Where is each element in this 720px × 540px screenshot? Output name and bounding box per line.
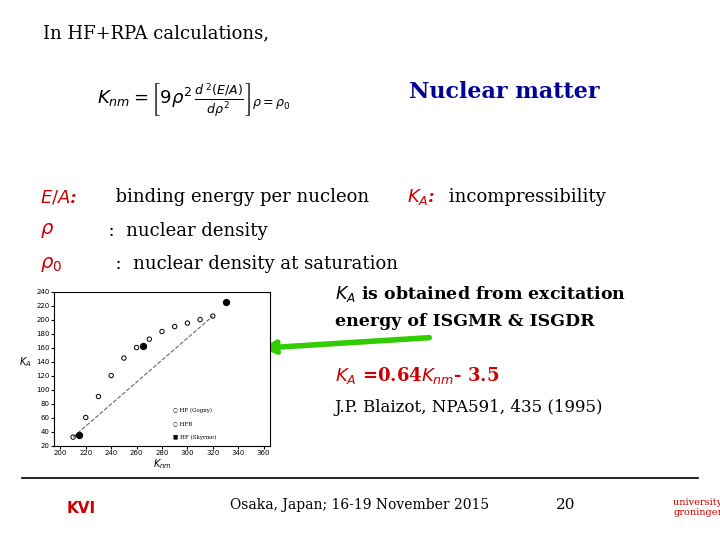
- Y-axis label: $K_A$: $K_A$: [19, 355, 32, 368]
- Text: $\rho$: $\rho$: [40, 221, 54, 240]
- Text: binding energy per nucleon: binding energy per nucleon: [104, 188, 369, 206]
- Text: $K_A$ is obtained from excitation: $K_A$ is obtained from excitation: [335, 284, 626, 305]
- Text: In HF+RPA calculations,: In HF+RPA calculations,: [43, 24, 269, 42]
- Text: $\rho_0$: $\rho_0$: [40, 254, 62, 274]
- Point: [169, 322, 181, 331]
- Point: [194, 315, 206, 324]
- Point: [220, 298, 231, 306]
- Text: $K_A$:: $K_A$:: [407, 187, 436, 207]
- Text: 20: 20: [555, 498, 575, 512]
- Text: university of
groningen: university of groningen: [673, 498, 720, 517]
- Point: [131, 343, 143, 352]
- Text: :  nuclear density: : nuclear density: [97, 221, 268, 240]
- Point: [118, 354, 130, 362]
- Text: J.P. Blaizot, NPA591, 435 (1995): J.P. Blaizot, NPA591, 435 (1995): [335, 399, 603, 416]
- Point: [105, 371, 117, 380]
- Point: [156, 327, 168, 336]
- X-axis label: $K_{nm}$: $K_{nm}$: [153, 457, 171, 471]
- Text: ○ HFB: ○ HFB: [173, 422, 192, 427]
- Text: Nuclear matter: Nuclear matter: [409, 81, 599, 103]
- Text: $K_A$ =0.64$K_{nm}$- 3.5: $K_A$ =0.64$K_{nm}$- 3.5: [335, 365, 499, 386]
- Text: incompressibility: incompressibility: [443, 188, 606, 206]
- Point: [181, 319, 193, 327]
- Point: [67, 433, 78, 441]
- Point: [73, 431, 85, 440]
- Text: $K_{nm} = \left[9\rho^2\,\frac{d^{\,2}(E/A)}{d\rho^2}\right]_{\rho=\rho_0}$: $K_{nm} = \left[9\rho^2\,\frac{d^{\,2}(E…: [97, 81, 292, 119]
- Text: :  nuclear density at saturation: : nuclear density at saturation: [104, 255, 398, 273]
- Text: ■ HF (Skyrme): ■ HF (Skyrme): [173, 435, 216, 440]
- Text: $^{208}$Pb: $^{208}$Pb: [126, 296, 168, 314]
- Text: $E/A$:: $E/A$:: [40, 188, 77, 206]
- Text: ○ HF (Gogny): ○ HF (Gogny): [173, 407, 212, 413]
- Text: energy of ISGMR & ISGDR: energy of ISGMR & ISGDR: [335, 313, 595, 330]
- Point: [207, 312, 219, 320]
- Text: KVI: KVI: [66, 501, 95, 516]
- Point: [80, 413, 91, 422]
- Point: [143, 335, 155, 343]
- Text: Osaka, Japan; 16-19 November 2015: Osaka, Japan; 16-19 November 2015: [230, 498, 490, 512]
- Point: [93, 392, 104, 401]
- Point: [138, 342, 149, 350]
